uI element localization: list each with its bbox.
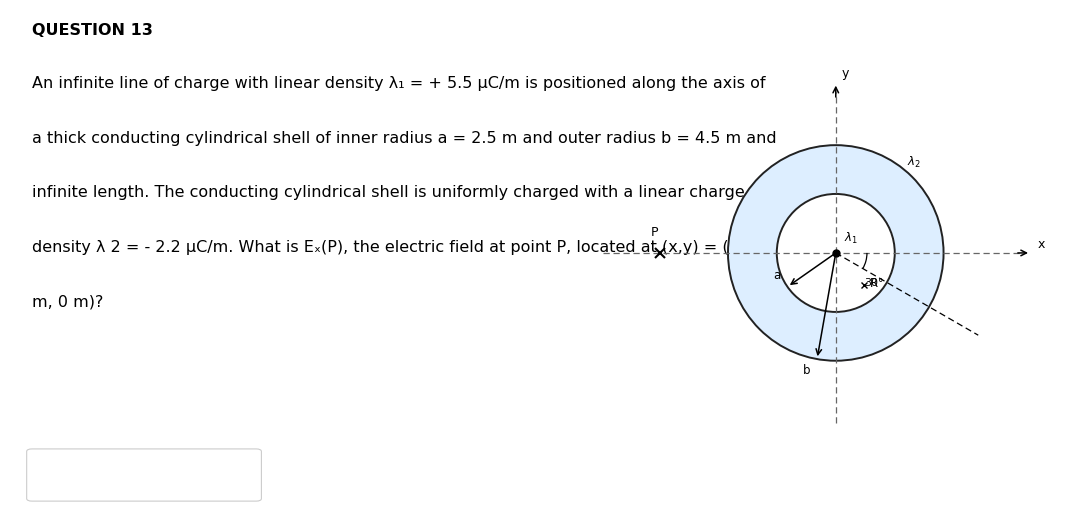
Text: y: y bbox=[842, 67, 849, 80]
Text: 30°: 30° bbox=[864, 278, 883, 288]
Text: m, 0 m)?: m, 0 m)? bbox=[32, 295, 103, 310]
Text: a: a bbox=[774, 269, 781, 282]
Text: density λ 2 = - 2.2 μC/m. What is Eₓ(P), the electric field at point P, located : density λ 2 = - 2.2 μC/m. What is Eₓ(P),… bbox=[32, 240, 760, 255]
Text: x: x bbox=[1038, 238, 1045, 251]
Text: $\lambda_2$: $\lambda_2$ bbox=[907, 155, 921, 170]
FancyBboxPatch shape bbox=[27, 449, 261, 501]
Text: An infinite line of charge with linear density λ₁ = + 5.5 μC/m is positioned alo: An infinite line of charge with linear d… bbox=[32, 76, 765, 91]
Text: b: b bbox=[802, 364, 810, 377]
Text: R: R bbox=[870, 277, 878, 290]
Text: a thick conducting cylindrical shell of inner radius a = 2.5 m and outer radius : a thick conducting cylindrical shell of … bbox=[32, 130, 777, 146]
Text: $\lambda_1$: $\lambda_1$ bbox=[844, 231, 858, 246]
Text: QUESTION 13: QUESTION 13 bbox=[32, 23, 153, 39]
Circle shape bbox=[728, 145, 943, 361]
Text: infinite length. The conducting cylindrical shell is uniformly charged with a li: infinite length. The conducting cylindri… bbox=[32, 185, 745, 200]
Text: P: P bbox=[651, 227, 658, 239]
Circle shape bbox=[777, 194, 895, 312]
